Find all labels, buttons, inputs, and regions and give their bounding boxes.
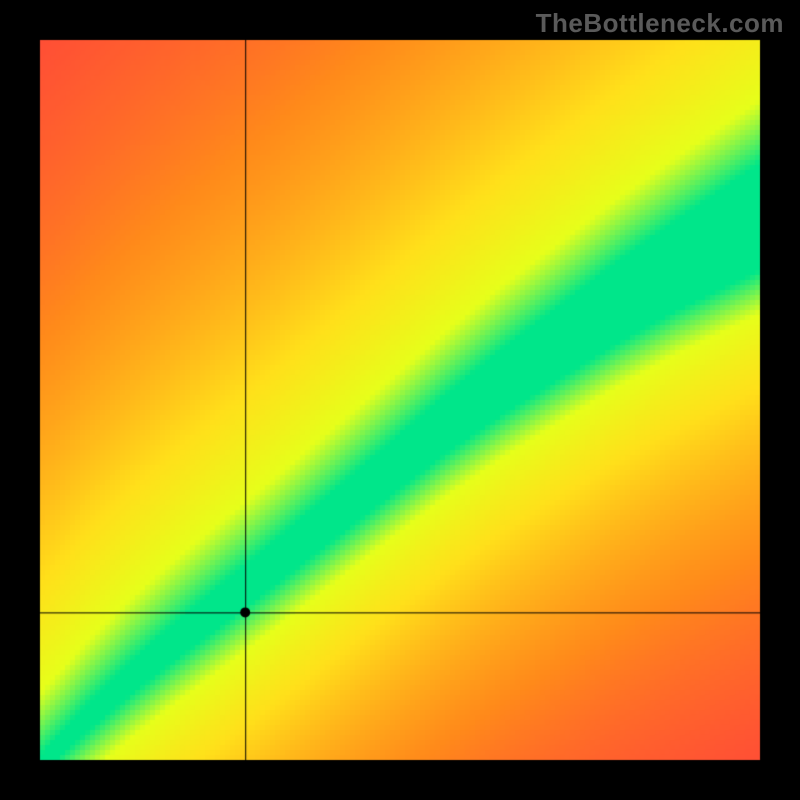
chart-container: TheBottleneck.com: [0, 0, 800, 800]
bottleneck-heatmap: [0, 0, 800, 800]
watermark-text: TheBottleneck.com: [536, 8, 784, 39]
